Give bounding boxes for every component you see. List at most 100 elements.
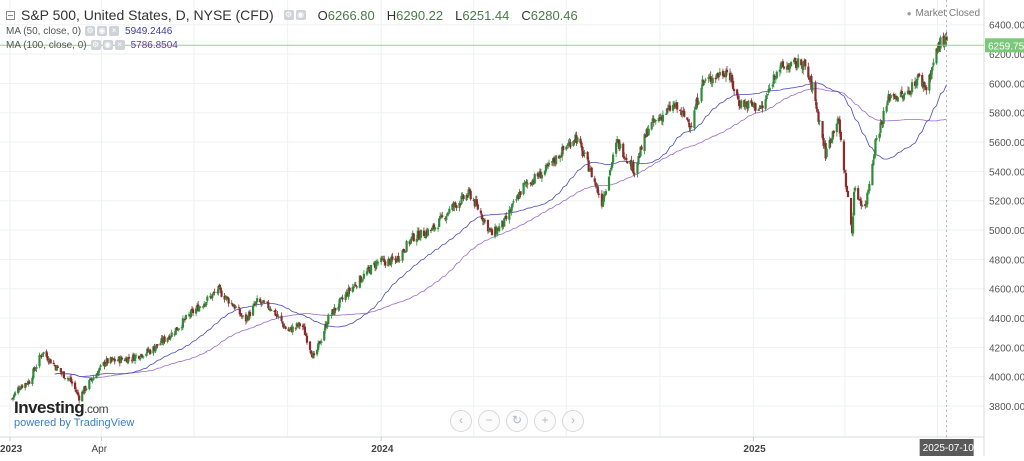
candle-body <box>593 178 596 183</box>
indicator-controls: ⚙ ◉ × <box>90 40 125 50</box>
eye-icon[interactable]: ◉ <box>97 26 108 36</box>
candle-body <box>174 328 177 335</box>
candle-body <box>552 157 556 163</box>
candle-body <box>835 123 838 133</box>
candle-body <box>377 262 380 264</box>
eye-icon[interactable]: ◉ <box>102 40 113 50</box>
candle-body <box>461 194 464 196</box>
settings-icon[interactable]: ⚙ <box>85 26 96 36</box>
title-controls: ⚙ ◉ <box>283 10 306 20</box>
zoom-in-button[interactable]: + <box>534 410 556 432</box>
investing-logo[interactable]: Investing.com powered by TradingView <box>14 398 134 429</box>
candle-body <box>49 359 52 364</box>
candle-body <box>75 389 78 392</box>
candle-body <box>609 167 613 170</box>
candle-body <box>638 156 641 158</box>
candle-body <box>711 77 714 84</box>
candle-body <box>465 195 468 201</box>
candle-body <box>928 74 931 91</box>
candle-body <box>106 358 109 364</box>
zoom-out-button[interactable]: − <box>478 410 500 432</box>
candle-body <box>637 155 640 164</box>
candle-body <box>683 110 686 117</box>
candle-body <box>771 84 774 87</box>
x-tick-label: 2024 <box>371 444 394 455</box>
candle-body <box>838 119 841 134</box>
candle-body <box>415 238 418 242</box>
candle-body <box>116 360 119 362</box>
candle-body <box>59 368 62 373</box>
candle-body <box>510 207 513 212</box>
settings-icon[interactable]: ⚙ <box>90 40 101 50</box>
candle-body <box>10 398 14 400</box>
candle-body <box>277 316 280 318</box>
eye-icon[interactable]: ◉ <box>295 10 306 20</box>
candle-body <box>900 90 903 95</box>
candle-body <box>324 324 327 331</box>
close-icon[interactable]: × <box>109 26 120 36</box>
candle-body <box>280 315 283 321</box>
candle-body <box>251 305 255 316</box>
candle-body <box>751 101 754 106</box>
candle-body <box>304 333 308 336</box>
candle-body <box>333 307 336 315</box>
current-date-label-bg <box>919 439 974 456</box>
candle-body <box>282 324 285 328</box>
candle-body <box>807 66 810 78</box>
y-tick-label: 3800.00 <box>989 402 1024 413</box>
scroll-right-button[interactable]: › <box>562 410 584 432</box>
candle-body <box>17 387 20 394</box>
candle-body <box>398 259 401 261</box>
candle-body <box>77 392 80 396</box>
candle-body <box>636 162 639 174</box>
candle-body <box>703 81 706 84</box>
candle-body <box>33 367 36 371</box>
candle-body <box>665 108 669 114</box>
candle-body <box>555 155 558 164</box>
scroll-left-button[interactable]: ‹ <box>450 410 472 432</box>
candle-body <box>845 185 849 193</box>
candle-body <box>256 298 259 302</box>
candle-body <box>20 386 23 390</box>
candle-body <box>479 210 482 214</box>
candle-body <box>650 121 653 130</box>
candle-body <box>526 183 529 185</box>
candle-body <box>104 363 107 367</box>
candle-body <box>180 327 183 329</box>
y-tick-label: 4600.00 <box>989 285 1024 296</box>
candle-body <box>237 307 240 309</box>
candle-body <box>227 298 230 304</box>
candle-body <box>69 377 73 382</box>
candle-body <box>607 176 611 191</box>
candle-body <box>782 66 786 69</box>
candle-body <box>536 173 539 177</box>
candle-body <box>896 97 899 102</box>
settings-icon[interactable]: ⚙ <box>283 10 294 20</box>
reset-button[interactable]: ↻ <box>506 410 528 432</box>
candle-body <box>31 377 34 385</box>
candle-body <box>24 383 27 389</box>
candle-body <box>340 297 343 299</box>
candle-body <box>899 91 902 98</box>
collapse-icon[interactable] <box>6 10 15 20</box>
candle-body <box>750 100 753 104</box>
candle-body <box>935 48 938 64</box>
candle-body <box>388 258 391 260</box>
candle-body <box>903 93 907 95</box>
candle-body <box>687 119 690 122</box>
candle-body <box>846 190 850 198</box>
candle-body <box>451 204 454 210</box>
candle-body <box>466 195 469 197</box>
y-tick-label: 4200.00 <box>989 343 1024 354</box>
candle-body <box>276 314 279 317</box>
close-icon[interactable]: × <box>114 40 125 50</box>
candle-body <box>610 162 614 168</box>
candle-body <box>476 204 479 210</box>
candle-body <box>525 182 528 184</box>
candle-body <box>908 91 912 95</box>
powered-by-tradingview[interactable]: powered by TradingView <box>14 417 135 429</box>
candle-body <box>732 88 736 92</box>
candle-body <box>12 394 16 398</box>
